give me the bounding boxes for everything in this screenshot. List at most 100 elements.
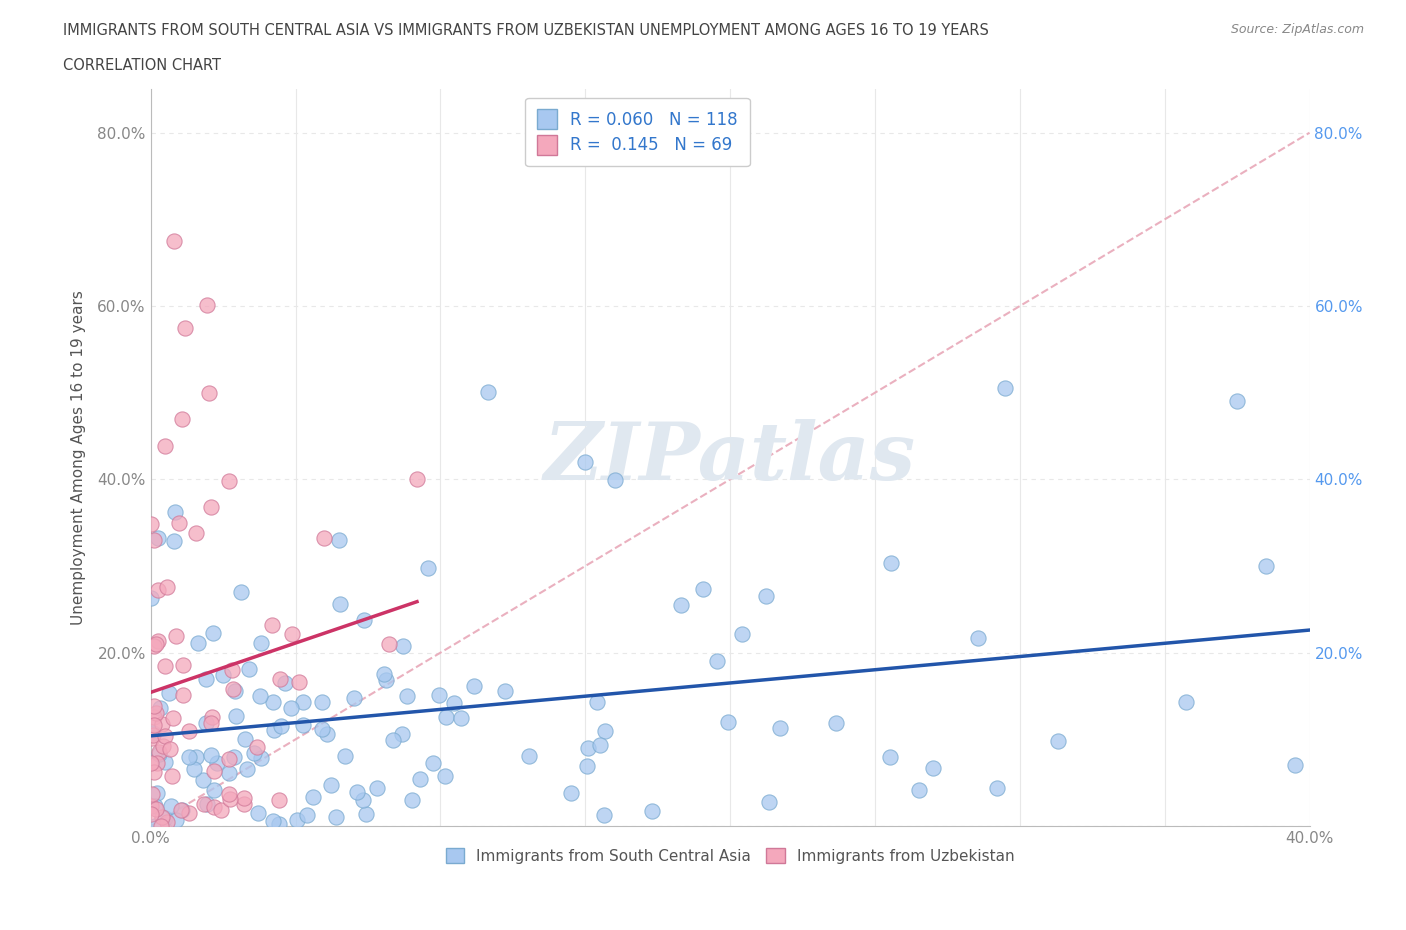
Point	[366, 780, 388, 795]
Point	[177, 750, 200, 764]
Point	[353, 612, 375, 627]
Point	[1047, 734, 1070, 749]
Point	[343, 691, 366, 706]
Point	[328, 533, 350, 548]
Point	[233, 790, 256, 805]
Point	[236, 762, 259, 777]
Point	[443, 695, 465, 710]
Point	[731, 627, 754, 642]
Point	[302, 790, 325, 804]
Point	[429, 688, 451, 703]
Point	[195, 715, 218, 730]
Point	[156, 579, 179, 594]
Point	[285, 813, 308, 828]
Point	[195, 796, 218, 811]
Point	[434, 710, 457, 724]
Point	[314, 530, 336, 545]
Point	[159, 741, 181, 756]
Point	[422, 756, 444, 771]
Point	[967, 631, 990, 646]
Point	[195, 671, 218, 686]
Point	[588, 737, 610, 752]
Point	[197, 385, 219, 400]
Point	[148, 744, 170, 759]
Point	[150, 810, 173, 825]
Point	[267, 792, 290, 807]
Point	[246, 739, 269, 754]
Point	[395, 688, 418, 703]
Point	[145, 706, 167, 721]
Point	[156, 815, 179, 830]
Point	[193, 796, 215, 811]
Point	[141, 756, 163, 771]
Point	[202, 626, 225, 641]
Point	[205, 755, 228, 770]
Point	[269, 671, 291, 686]
Point	[586, 695, 609, 710]
Point	[146, 582, 169, 597]
Point	[315, 726, 337, 741]
Point	[270, 718, 292, 733]
Point	[153, 658, 176, 673]
Point	[174, 320, 197, 335]
Point	[233, 797, 256, 812]
Point	[142, 727, 165, 742]
Point	[172, 803, 194, 817]
Point	[311, 695, 333, 710]
Point	[262, 694, 284, 709]
Point	[758, 795, 780, 810]
Point	[139, 807, 162, 822]
Point	[409, 772, 432, 787]
Point	[143, 698, 166, 713]
Point	[202, 783, 225, 798]
Point	[401, 793, 423, 808]
Point	[169, 803, 191, 817]
Point	[922, 761, 945, 776]
Point	[200, 499, 222, 514]
Point	[191, 772, 214, 787]
Point	[218, 751, 240, 766]
Point	[221, 681, 243, 696]
Point	[209, 803, 232, 817]
Point	[717, 714, 740, 729]
Point	[201, 710, 224, 724]
Point	[603, 472, 626, 487]
Point	[560, 785, 582, 800]
Point	[200, 716, 222, 731]
Point	[692, 581, 714, 596]
Point	[463, 678, 485, 693]
Point	[142, 718, 165, 733]
Text: IMMIGRANTS FROM SOUTH CENTRAL ASIA VS IMMIGRANTS FROM UZBEKISTAN UNEMPLOYMENT AM: IMMIGRANTS FROM SOUTH CENTRAL ASIA VS IM…	[63, 23, 990, 38]
Point	[145, 636, 167, 651]
Text: ZIPatlas: ZIPatlas	[544, 418, 917, 497]
Point	[145, 785, 167, 800]
Point	[288, 675, 311, 690]
Point	[249, 688, 271, 703]
Point	[329, 596, 352, 611]
Point	[152, 738, 174, 753]
Point	[163, 233, 186, 248]
Point	[184, 750, 207, 764]
Point	[280, 701, 302, 716]
Point	[352, 792, 374, 807]
Point	[149, 701, 172, 716]
Point	[183, 762, 205, 777]
Point	[224, 684, 246, 698]
Point	[593, 724, 616, 738]
Point	[142, 532, 165, 547]
Point	[150, 716, 173, 731]
Point	[222, 750, 245, 764]
Point	[148, 633, 170, 648]
Point	[142, 764, 165, 779]
Point	[145, 802, 167, 817]
Point	[187, 636, 209, 651]
Point	[249, 751, 271, 765]
Point	[146, 530, 169, 545]
Point	[640, 804, 662, 818]
Point	[1226, 394, 1249, 409]
Point	[218, 474, 240, 489]
Point	[291, 695, 314, 710]
Point	[143, 710, 166, 724]
Point	[433, 768, 456, 783]
Point	[184, 525, 207, 540]
